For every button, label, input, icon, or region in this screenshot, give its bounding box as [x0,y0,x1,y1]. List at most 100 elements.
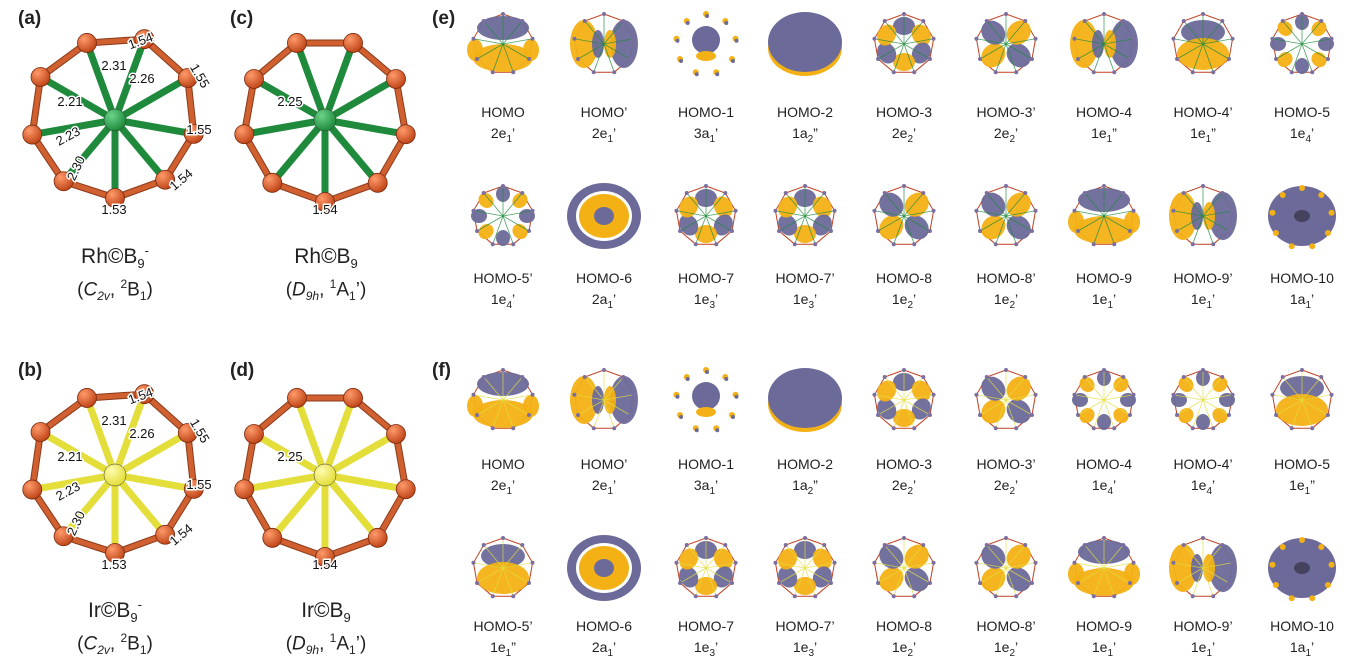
metal-boron-bond [1202,376,1223,401]
negative-lobe [715,72,720,77]
metal-boron-bond [502,20,523,45]
metal-boron-bond [1077,215,1105,232]
boron-atom [1091,242,1096,247]
negative-lobe [1191,202,1203,230]
boron-atom [1076,57,1081,61]
orbital-label: HOMO’ 2e1’ [564,104,644,148]
orbital-symmetry: 1e1’ [1091,291,1117,311]
boron-atom [876,413,881,417]
boron-atom [1127,413,1132,417]
bond-length-label: 1.54 [312,557,337,572]
boron-atom [1023,375,1028,380]
boron-atom [631,392,636,397]
metal-boron-bond [1103,215,1131,232]
positive-lobe [1279,544,1286,551]
panel-label-e: (e) [432,8,456,29]
panel-label-a: (a) [18,8,42,29]
boron-atom [882,191,887,196]
metal-boron-bond [593,43,605,73]
boron-atom [803,184,807,188]
orbital-symmetry: 3a1’ [693,477,719,497]
metal-boron-bond [1005,43,1017,73]
metal-boron-bond [1074,38,1105,45]
metal-boron-bond [877,567,905,584]
boron-atom [1076,229,1081,233]
metal-boron-bond [321,41,357,122]
metal-boron-bond [593,399,605,429]
metal-boron-bond [976,38,1007,45]
boron-atom [1201,368,1205,372]
orbital-isosurface [467,368,539,431]
metal-boron-bond [603,376,624,401]
boron-atom [530,560,535,565]
boron-atom [1004,184,1008,188]
orbital-label: HOMO-4’ 1e1” [1163,104,1243,148]
metal-boron-bond [114,116,195,138]
metal-boron-bond [603,394,634,401]
boron-atom [576,57,581,61]
orbital-label: HOMO-3 2e2’ [864,456,944,500]
metal-boron-bond [502,567,530,584]
metal-boron-bond [679,215,707,232]
metal-boron-bond [476,215,504,232]
boron-atom [792,594,797,599]
boron-atom [872,560,877,565]
metal-boron-bond [874,210,905,217]
positive-lobe [1169,192,1197,240]
boron-atom [1121,191,1126,196]
boron-atom [912,594,917,599]
boron-atom [912,426,917,431]
boron-atom [723,191,728,196]
boron-atom [1201,184,1205,188]
metal-boron-bond [1176,567,1204,584]
boron-atom [1230,392,1235,397]
boron-atom [1190,594,1195,599]
boron-atom [1023,19,1028,24]
boron-atom [882,543,887,548]
metal-boron-bond [1202,192,1223,217]
metal-boron-bond [322,472,381,541]
boron-atom [1004,368,1008,372]
boron-atom [993,594,998,599]
positive-lobe [1203,202,1215,230]
metal-boron-bond [584,20,605,45]
metal-boron-bond [705,544,726,569]
boron-atom [921,19,926,24]
boron-atom [1289,426,1294,431]
metal-boron-bond [903,562,934,569]
metal-boron-bond [60,117,118,184]
metal-boron-bond [804,567,816,597]
boron-atom [1004,536,1008,540]
boron-atom [1131,560,1136,565]
orbital-name: HOMO-4 [1076,104,1132,120]
negative-lobe [694,428,699,433]
orbital-label: HOMO-4’ 1e4’ [1163,456,1243,500]
positive-lobe [1277,20,1293,36]
boron-atom [627,57,632,61]
metal-boron-bond [804,210,835,217]
negative-lobe [1191,554,1203,582]
metal-boron-bond [804,567,832,584]
boron-atom [902,368,906,372]
boron-atom [395,124,416,145]
orbital-symmetry: 2e1’ [490,477,516,497]
metal-boron-bond [1202,394,1233,401]
boron-atom [674,208,679,213]
orbital-name: HOMO-7’ [775,270,835,286]
boron-atom [490,242,495,247]
orbital-name: HOMO-3 [876,456,932,472]
positive-lobe [467,39,483,61]
boron-atom [828,229,833,233]
orbital-label: HOMO-2 1a2” [765,456,845,500]
metal-boron-bond [775,210,806,217]
metal-boron-bond [903,394,934,401]
boron-atom [621,19,626,24]
boron-atom [1171,208,1176,213]
metal-boron-bond [603,43,615,73]
metal-boron-bond [976,210,1007,217]
metal-boron-bond [502,38,533,45]
orbital-name: HOMO-7’ [775,618,835,634]
negative-lobe [734,38,739,43]
negative-lobe [713,214,733,236]
boron-atom [978,57,983,61]
